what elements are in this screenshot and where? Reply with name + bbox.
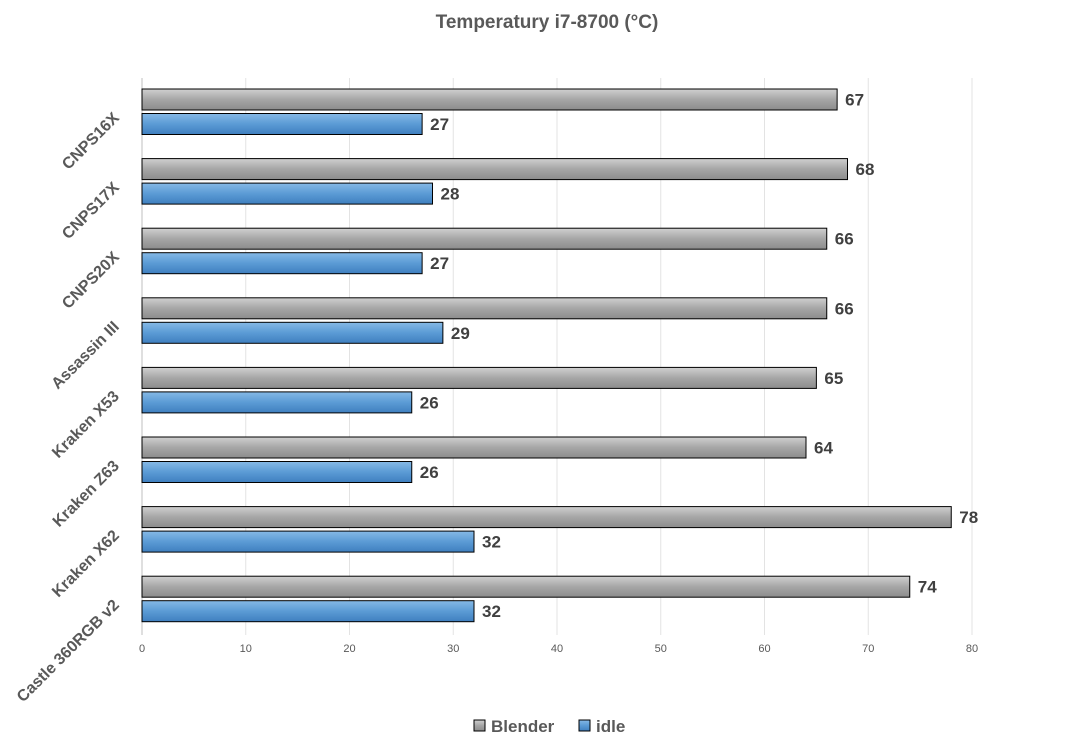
x-tick-label: 80 [966, 643, 978, 655]
x-tick-label: 60 [758, 643, 770, 655]
bar-idle-0 [141, 113, 423, 135]
x-axis-ticks: 0 10 20 30 40 50 60 70 80 [139, 643, 978, 655]
category-label: Assassin III [49, 318, 123, 392]
data-label: 28 [441, 185, 460, 204]
x-tick-label: 50 [655, 643, 667, 655]
x-tick-label: 40 [551, 643, 563, 655]
x-tick-label: 10 [240, 643, 252, 655]
data-label: 74 [918, 578, 937, 597]
legend-label-idle: idle [596, 717, 625, 736]
bar-blender-4 [141, 366, 817, 389]
x-tick-label: 30 [447, 643, 459, 655]
category-label: Kraken Z63 [50, 458, 123, 531]
legend-label-blender: Blender [491, 717, 555, 736]
data-label: 29 [451, 324, 470, 343]
data-label: 78 [959, 508, 978, 527]
legend-swatch-idle [578, 719, 591, 732]
bar-blender-6 [141, 506, 952, 529]
bar-blender-2 [141, 227, 828, 250]
bar-idle-2 [141, 252, 423, 275]
data-label: 64 [814, 439, 833, 458]
bar-blender-0 [141, 88, 838, 111]
bar-idle-5 [141, 461, 413, 483]
category-label: Castle 360RGB v2 [14, 597, 123, 706]
bar-blender-1 [141, 158, 848, 181]
bars [141, 88, 952, 623]
data-labels: 67 27 68 28 66 27 66 29 65 26 64 26 78 32 74 32 [420, 91, 978, 622]
data-label: 68 [856, 160, 875, 179]
data-label: 26 [420, 463, 439, 482]
bar-idle-4 [141, 391, 413, 414]
chart-title: Temperatury i7-8700 (°C) [436, 12, 659, 33]
data-label: 65 [824, 369, 843, 388]
category-label: CNPS20X [59, 249, 123, 313]
bar-blender-5 [141, 436, 807, 459]
bar-blender-3 [141, 297, 828, 320]
data-label: 26 [420, 393, 439, 412]
data-label: 67 [845, 91, 864, 110]
data-label: 66 [835, 299, 854, 318]
category-label: Kraken X53 [49, 388, 123, 462]
x-tick-label: 70 [862, 643, 874, 655]
bar-idle-3 [141, 321, 444, 344]
data-label: 27 [430, 115, 449, 134]
category-label: Kraken X62 [49, 527, 123, 601]
data-label: 32 [482, 602, 501, 621]
bar-idle-1 [141, 182, 433, 205]
category-label: CNPS17X [59, 179, 123, 243]
legend-swatch-blender [473, 719, 486, 732]
x-tick-label: 0 [139, 643, 145, 655]
bar-idle-6 [141, 530, 475, 553]
x-tick-label: 20 [343, 643, 355, 655]
bar-idle-7 [141, 600, 475, 623]
data-label: 27 [430, 254, 449, 273]
data-label: 66 [835, 230, 854, 249]
data-label: 32 [482, 533, 501, 552]
bar-blender-7 [141, 575, 911, 598]
legend: Blender idle [473, 717, 625, 736]
category-label: CNPS16X [59, 109, 123, 173]
